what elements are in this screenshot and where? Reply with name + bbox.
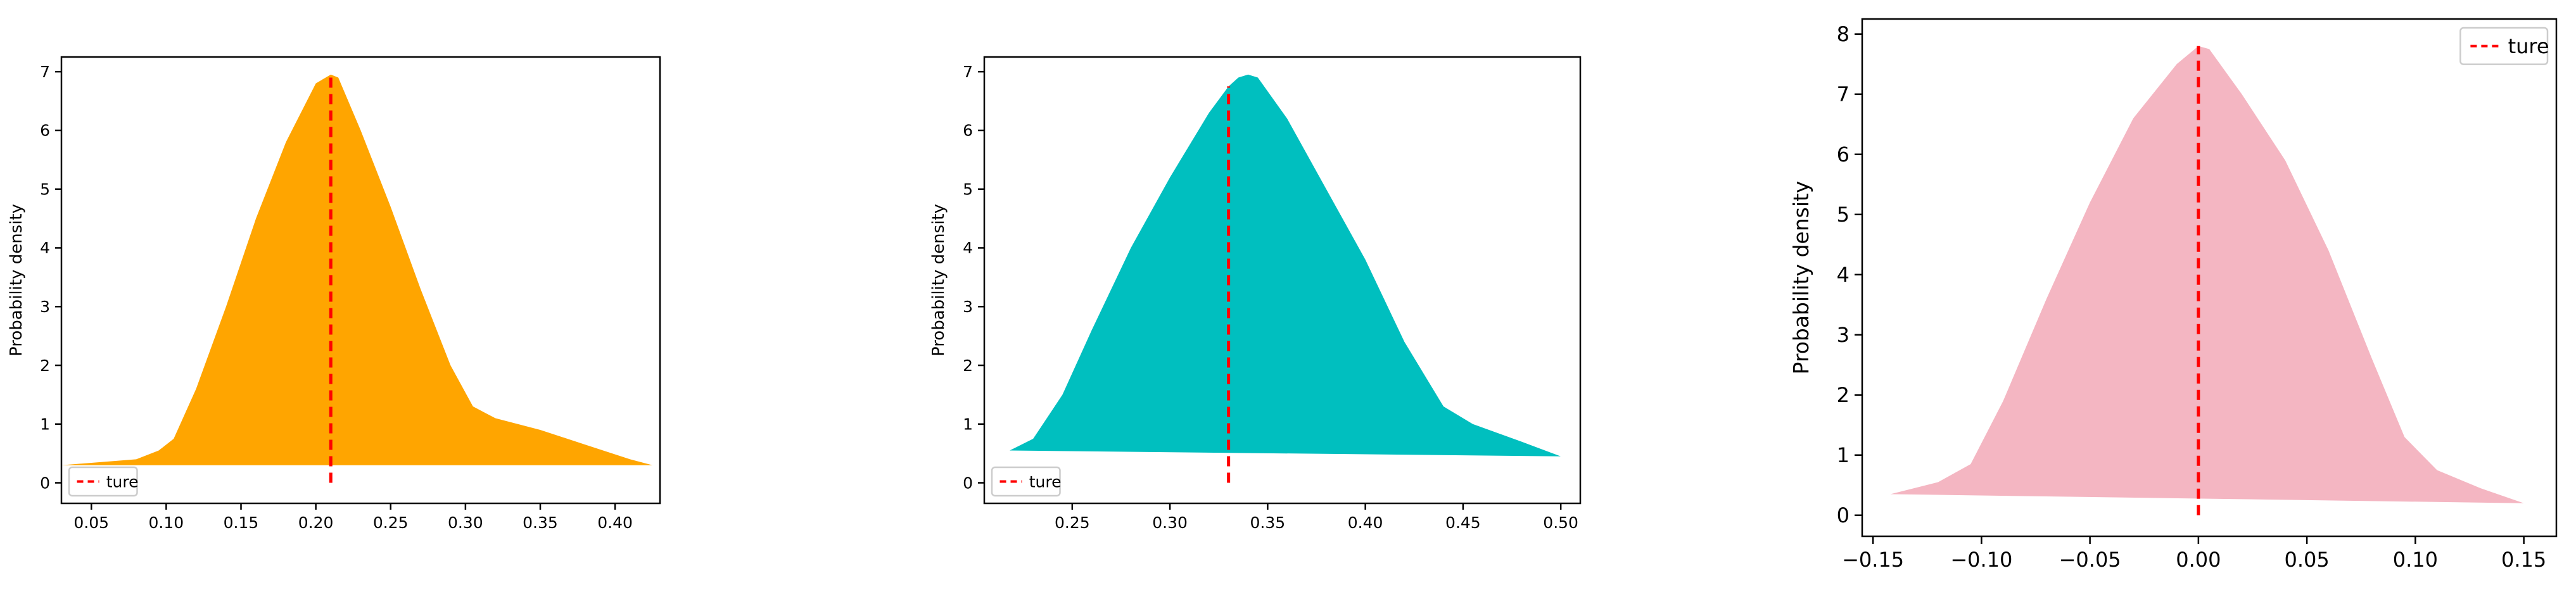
y-tick-label: 4 [1837,263,1850,287]
y-tick-label: 3 [963,298,973,316]
x-tick-label: 0.10 [2393,548,2438,572]
y-tick-label: 6 [40,122,50,140]
y-tick-label: 4 [963,239,973,257]
x-tick-label: −0.05 [2059,548,2121,572]
legend: ture [2459,27,2549,65]
x-tick-label: −0.15 [1842,548,1904,572]
axes-frame [60,56,661,505]
legend-box [991,466,1061,497]
legend-label: ture [1029,472,1062,491]
x-tick-label: −0.10 [1950,548,2012,572]
x-tick-label: 0.15 [2501,548,2546,572]
x-tick-label: 0.05 [73,513,109,532]
y-tick-label: 0 [1837,503,1850,527]
x-tick-label: 0.00 [2176,548,2221,572]
density-chart-3: −0.15 −0.10 −0.05 0.00 0.05 0.10 0.15 0 1 2 3 4 5 6 7 8… [1789,18,2558,572]
y-tick-label: 5 [40,180,50,198]
y-tick-label: 1 [963,415,973,434]
y-tick-label: 3 [1837,323,1850,347]
x-tick-label: 0.35 [1250,513,1286,532]
y-tick-label: 3 [40,298,50,316]
y-tick-label: 0 [40,474,50,492]
axes-frame [1861,18,2558,538]
legend-box [2459,27,2549,65]
legend: ture [68,466,139,497]
y-tick-label: 6 [1837,142,1850,167]
x-tick-label: 0.35 [523,513,558,532]
x-tick-label: 0.25 [1055,513,1090,532]
x-tick-label: 0.30 [448,513,483,532]
y-tick-label: 8 [1837,22,1850,46]
x-tick-label: 0.10 [149,513,184,532]
y-tick-label: 0 [963,474,973,492]
x-tick-label: 0.30 [1152,513,1188,532]
x-tick-label: 0.25 [373,513,409,532]
y-tick-label: 4 [40,239,50,257]
x-tick-label: 0.50 [1543,513,1578,532]
legend-label: ture [2508,34,2549,58]
legend-label: ture [106,472,139,491]
x-tick-label: 0.45 [1445,513,1481,532]
x-tick-label: 0.40 [1348,513,1383,532]
x-tick-label: 0.40 [597,513,633,532]
y-tick-label: 6 [963,122,973,140]
y-tick-label: 7 [40,63,50,81]
y-tick-label: 7 [1837,82,1850,106]
y-tick-label: 2 [40,356,50,375]
legend-box [68,466,138,497]
y-tick-label: 2 [1837,383,1850,407]
y-tick-label: 7 [963,63,973,81]
y-tick-label: 2 [963,356,973,375]
y-tick-label: 1 [1837,443,1850,467]
density-chart-2: 0.25 0.30 0.35 0.40 0.45 0.50 0 1 2 3 4 5 6 7 Probabil… [929,56,1582,532]
y-tick-label: 1 [40,415,50,434]
density-area [61,74,653,465]
y-axis-label: Probability density [1789,181,1813,375]
density-area [1890,46,2524,503]
y-axis-label: Probability density [929,204,948,356]
y-tick-label: 5 [963,180,973,198]
density-chart-1: 0.05 0.10 0.15 0.20 0.25 0.30 0.35 0.40 0 1 2 3 4 5 6 7… [7,56,661,532]
x-tick-label: 0.05 [2285,548,2330,572]
x-tick-label: 0.20 [298,513,334,532]
legend: ture [991,466,1062,497]
x-tick-label: 0.15 [224,513,259,532]
y-tick-label: 5 [1837,203,1850,227]
y-axis-label: Probability density [7,204,26,356]
density-area [1010,74,1561,457]
axes-frame [983,56,1582,505]
